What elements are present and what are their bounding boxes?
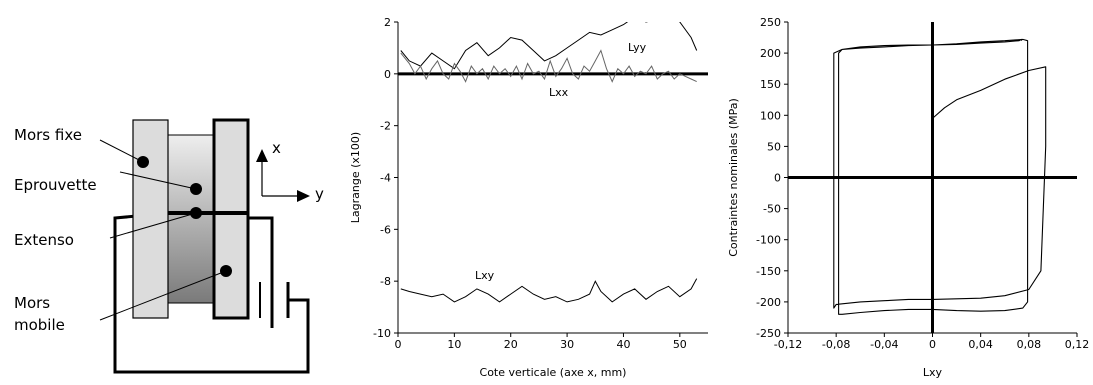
axis-arrowhead-y xyxy=(297,190,310,202)
y-axis-title: Contraintes nominales (MPa) xyxy=(727,98,740,257)
x-axis-title: Cote verticale (axe x, mm) xyxy=(480,366,627,379)
leader-extenso xyxy=(109,212,197,239)
x-tick-label-4: 0,04 xyxy=(968,338,993,351)
x-tick-label-1: 10 xyxy=(447,338,461,351)
y-tick-label-5: 0 xyxy=(384,68,391,81)
x-tick-label-1: -0,08 xyxy=(822,338,850,351)
extensometer-diagram: Mors fixe Eprouvette Extenso Mors mobile… xyxy=(14,118,324,374)
fixed-jaw xyxy=(132,119,169,319)
circuit-wire xyxy=(113,211,310,374)
series-label-lxx: Lxx xyxy=(549,86,569,99)
x-tick-label-2: 20 xyxy=(504,338,518,351)
y-tick-label-4: -50 xyxy=(763,203,781,216)
circuit-wire-top xyxy=(248,216,274,268)
y-tick-label-3: -4 xyxy=(380,172,391,185)
leader-mors-fixe xyxy=(99,139,144,163)
series-label-lxy: Lxy xyxy=(475,269,495,282)
y-tick-label-7: 100 xyxy=(760,109,781,122)
label-mors-fixe: Mors fixe xyxy=(14,126,82,144)
mobile-jaw xyxy=(212,118,250,320)
y-tick-label-4: -2 xyxy=(380,120,391,133)
x-axis-title: Lxy xyxy=(923,366,943,379)
y-tick-label-1: -200 xyxy=(756,296,781,309)
y-tick-label-2: -6 xyxy=(380,223,391,236)
lagrange-chart-panel: -10 -8 -6 -4 -2 0 2 0 10 20 30 40 50 Cote verticale (… xyxy=(345,0,715,381)
y-axis-title: Lagrange (x100) xyxy=(349,132,362,223)
stress-chart: -250 -200 -150 -100 -50 0 50 100 150 200 250 -0,12 -… xyxy=(727,16,1090,379)
series-label-lyy: Lyy xyxy=(628,41,647,54)
series-line-lxy xyxy=(400,278,698,303)
series-line-lxx xyxy=(400,49,697,83)
stress-chart-panel: -250 -200 -150 -100 -50 0 50 100 150 200 250 -0,12 -… xyxy=(715,0,1093,381)
label-eprouvette: Eprouvette xyxy=(14,176,97,194)
label-mors-mobile-2: mobile xyxy=(14,316,65,334)
x-tick-label-6: 0,12 xyxy=(1065,338,1090,351)
extensometer-diagram-panel: Mors fixe Eprouvette Extenso Mors mobile… xyxy=(0,0,340,381)
x-tick-label-2: -0,04 xyxy=(870,338,898,351)
x-tick-label-5: 0,08 xyxy=(1017,338,1042,351)
x-tick-label-4: 40 xyxy=(616,338,630,351)
y-tick-label-10: 250 xyxy=(760,16,781,29)
y-tick-label-8: 150 xyxy=(760,78,781,91)
leader-eprouvette xyxy=(119,171,197,190)
y-tick-label-0: -10 xyxy=(373,327,391,340)
x-tick-label-3: 30 xyxy=(560,338,574,351)
y-tick-label-1: -8 xyxy=(380,275,391,288)
y-tick-label-5: 0 xyxy=(774,172,781,185)
x-tick-label-0: 0 xyxy=(395,338,402,351)
axis-arrowhead-x xyxy=(256,149,268,162)
hysteresis-loop-line xyxy=(833,38,1047,315)
series-line-lyy xyxy=(400,22,698,70)
axis-label-y: y xyxy=(315,185,324,203)
y-tick-label-9: 200 xyxy=(760,47,781,60)
label-extenso: Extenso xyxy=(14,231,74,249)
label-mors-mobile-1: Mors xyxy=(14,294,50,312)
x-tick-label-0: -0,12 xyxy=(774,338,802,351)
axis-label-x: x xyxy=(272,139,281,157)
y-tick-label-3: -100 xyxy=(756,234,781,247)
x-tick-label-5: 50 xyxy=(673,338,687,351)
leader-mors-mobile xyxy=(99,270,227,321)
y-tick-label-2: -150 xyxy=(756,265,781,278)
x-tick-label-3: 0 xyxy=(929,338,936,351)
y-tick-label-6: 50 xyxy=(767,140,781,153)
y-tick-label-0: -250 xyxy=(756,327,781,340)
y-tick-label-6: 2 xyxy=(384,16,391,29)
